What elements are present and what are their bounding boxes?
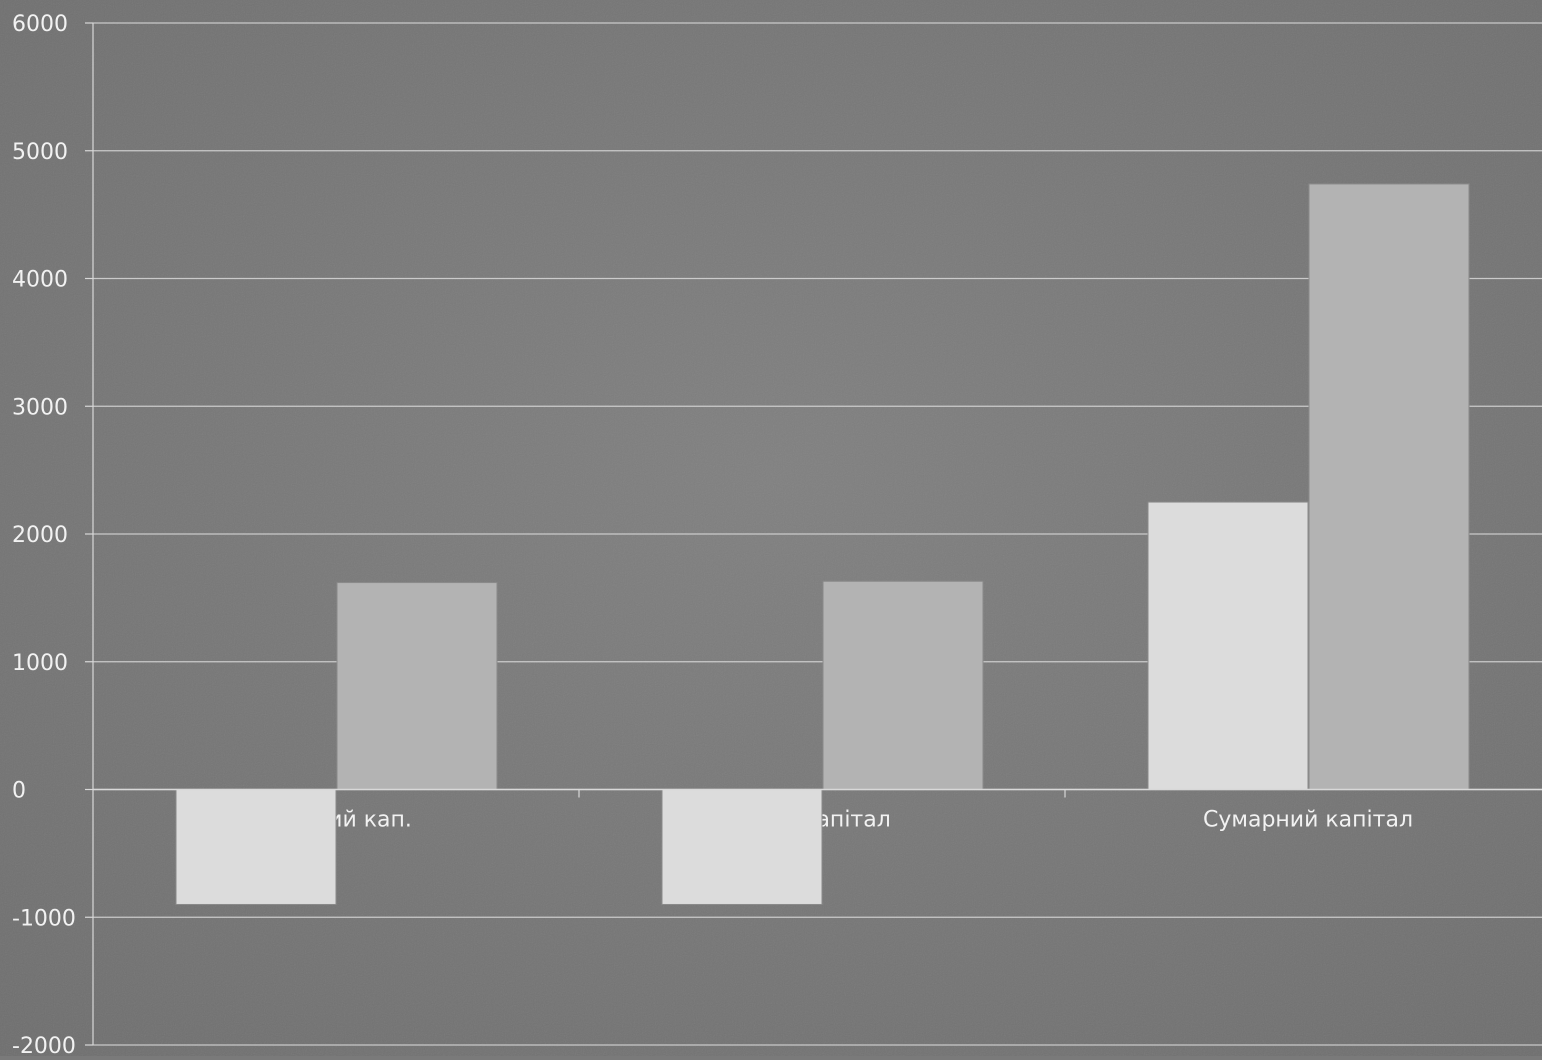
y-tick-label: 4000 xyxy=(12,268,68,293)
y-tick-label: 2000 xyxy=(12,523,68,548)
bars xyxy=(175,183,1470,905)
bar xyxy=(822,580,984,791)
bar xyxy=(1147,501,1309,790)
bar xyxy=(336,582,498,790)
y-tick-label: 5000 xyxy=(12,140,68,165)
y-tick-label: -2000 xyxy=(12,1034,76,1056)
bar xyxy=(175,789,337,905)
y-tick-label: 6000 xyxy=(12,12,68,37)
bar xyxy=(661,789,823,905)
y-tick-label: 1000 xyxy=(12,651,68,676)
labels: 6000 5000 4000 3000 2000 1000 0 -1000 -2000 xyxy=(12,12,76,1059)
y-tick-label: -1000 xyxy=(12,906,76,931)
y-tick-label: 0 xyxy=(12,779,26,804)
category-label: Сумарний капітал xyxy=(1203,808,1413,833)
axes xyxy=(85,22,1542,1046)
y-tick-label: 3000 xyxy=(12,395,68,420)
bar xyxy=(1308,183,1470,790)
